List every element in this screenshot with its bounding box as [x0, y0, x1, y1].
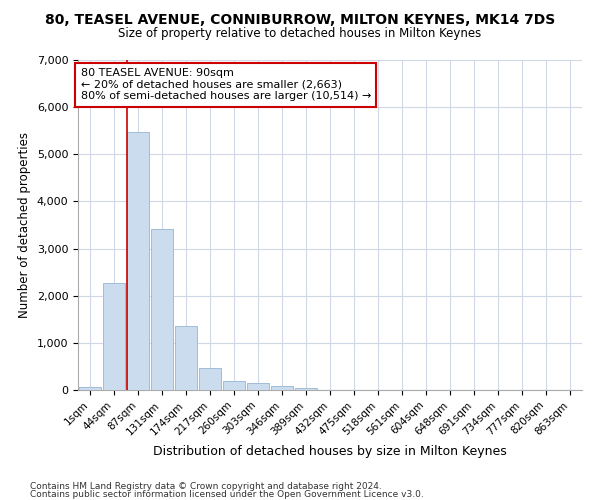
Bar: [199, 368, 221, 390]
Bar: [175, 326, 197, 390]
Bar: [247, 384, 269, 390]
Bar: [271, 386, 293, 390]
Text: 80, TEASEL AVENUE, CONNIBURROW, MILTON KEYNES, MK14 7DS: 80, TEASEL AVENUE, CONNIBURROW, MILTON K…: [45, 12, 555, 26]
Text: 80 TEASEL AVENUE: 90sqm
← 20% of detached houses are smaller (2,663)
80% of semi: 80 TEASEL AVENUE: 90sqm ← 20% of detache…: [80, 68, 371, 102]
Text: Contains HM Land Registry data © Crown copyright and database right 2024.: Contains HM Land Registry data © Crown c…: [30, 482, 382, 491]
Text: Size of property relative to detached houses in Milton Keynes: Size of property relative to detached ho…: [118, 28, 482, 40]
Bar: [127, 132, 149, 390]
Bar: [223, 381, 245, 390]
Text: Contains public sector information licensed under the Open Government Licence v3: Contains public sector information licen…: [30, 490, 424, 499]
Bar: [151, 229, 173, 390]
Bar: [295, 388, 317, 390]
Bar: [103, 283, 125, 390]
Y-axis label: Number of detached properties: Number of detached properties: [18, 132, 31, 318]
Bar: [79, 387, 101, 390]
X-axis label: Distribution of detached houses by size in Milton Keynes: Distribution of detached houses by size …: [153, 445, 507, 458]
